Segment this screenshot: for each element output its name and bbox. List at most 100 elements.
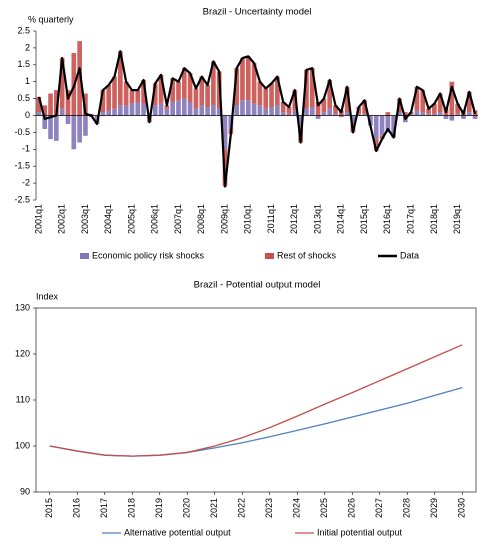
x-tick-label: 2017 [99, 498, 109, 518]
bar-segment [414, 86, 420, 111]
x-tick-label: 2019q1 [452, 204, 462, 234]
y-tick-label: 2.5 [17, 25, 30, 35]
bar-segment [280, 112, 286, 116]
bar-segment [391, 115, 396, 136]
bar-segment [234, 105, 239, 116]
bar-segment [356, 113, 362, 116]
bar-segment [315, 115, 321, 119]
bar-segment [193, 88, 199, 109]
bar-segment [205, 107, 210, 116]
bar-segment [234, 68, 239, 106]
bar-segment [466, 91, 472, 113]
x-tick-label: 2011q1 [266, 204, 276, 233]
x-tick-label: 2019 [154, 498, 164, 518]
bar-segment [141, 103, 146, 116]
bar-segment [71, 115, 77, 150]
bar-segment [211, 61, 216, 106]
y-axis-label: % quarterly [28, 14, 74, 24]
bar-segment [152, 105, 158, 116]
x-tick-label: 2024 [292, 498, 302, 518]
bar-segment [397, 112, 402, 116]
y-tick-label: 1.5 [17, 59, 30, 69]
bar-segment [170, 78, 175, 102]
bar-segment [379, 115, 385, 136]
bar-segment [176, 100, 181, 116]
bar-segment [199, 105, 205, 116]
bar-segment [36, 96, 42, 113]
bar-segment [373, 115, 379, 140]
legend-label: Rest of shocks [277, 250, 337, 260]
bar-segment [455, 113, 460, 116]
bar-segment [368, 115, 373, 126]
plot-frame [35, 307, 477, 493]
bar-segment [350, 115, 356, 123]
bar-segment [141, 80, 146, 104]
bar-segment [54, 90, 59, 116]
bar-segment [269, 83, 274, 108]
bar-segment [135, 101, 141, 116]
bar-segment [292, 90, 298, 111]
bar-segment [385, 112, 391, 116]
bar-segment [327, 108, 333, 116]
bar-segment [269, 107, 274, 116]
series-line [49, 344, 463, 457]
bar-segment [402, 112, 408, 116]
y-tick-label: -2 [22, 177, 30, 187]
y-tick-label: 2 [25, 42, 30, 52]
y-tick-label: 90 [20, 486, 30, 496]
x-tick-label: 2013q1 [312, 204, 322, 234]
bar-segment [339, 115, 344, 118]
y-tick-label: 0.5 [17, 93, 30, 103]
bar-segment [65, 90, 71, 116]
bar-segment [455, 103, 460, 114]
bar-segment [222, 115, 228, 150]
y-tick-label: 120 [15, 348, 30, 358]
bar-segment [408, 113, 414, 116]
x-tick-label: 2010q1 [243, 204, 253, 234]
bar-segment [449, 115, 455, 121]
series-line [49, 386, 463, 457]
bar-segment [257, 81, 263, 106]
bar-segment [54, 115, 59, 141]
bar-segment [240, 58, 245, 101]
legend-label: Initial potential output [317, 527, 403, 537]
bar-segment [205, 85, 210, 108]
bar-segment [385, 115, 391, 133]
bar-segment [333, 105, 338, 114]
legend-label: Alternative potential output [124, 527, 231, 537]
y-tick-label: -1 [22, 144, 30, 154]
bar-segment [83, 93, 88, 116]
y-tick-label: 0 [25, 110, 30, 120]
x-tick-label: 2008q1 [196, 204, 206, 234]
x-tick-label: 2030 [457, 498, 467, 518]
bar-segment [164, 108, 170, 116]
bar-segment [437, 112, 443, 116]
y-tick-label: 130 [15, 302, 30, 312]
bar-segment [257, 105, 263, 116]
x-tick-label: 2012q1 [289, 204, 299, 234]
x-tick-label: 2017q1 [405, 204, 415, 234]
bar-segment [245, 100, 251, 116]
bar-segment [472, 115, 478, 119]
x-tick-label: 2001q1 [33, 204, 43, 234]
bar-segment [286, 113, 292, 116]
bar-segment [181, 98, 187, 116]
bar-segment [309, 68, 315, 108]
x-tick-label: 2015 [44, 498, 54, 518]
bar-segment [240, 100, 245, 116]
y-axis-label: Index [36, 291, 59, 301]
bar-segment [263, 88, 269, 109]
bar-segment [100, 112, 106, 116]
bar-segment [112, 76, 117, 109]
y-tick-label: -0.5 [14, 127, 30, 137]
y-tick-label: 110 [16, 394, 30, 404]
bar-segment [304, 108, 309, 116]
bar-segment [176, 81, 181, 101]
bar-segment [263, 108, 269, 116]
bar-segment [123, 105, 129, 116]
x-tick-label: 2026 [347, 498, 357, 518]
bar-segment [426, 108, 431, 114]
bar-segment [42, 105, 48, 116]
x-tick-label: 2018q1 [429, 204, 439, 234]
bar-segment [437, 93, 443, 113]
